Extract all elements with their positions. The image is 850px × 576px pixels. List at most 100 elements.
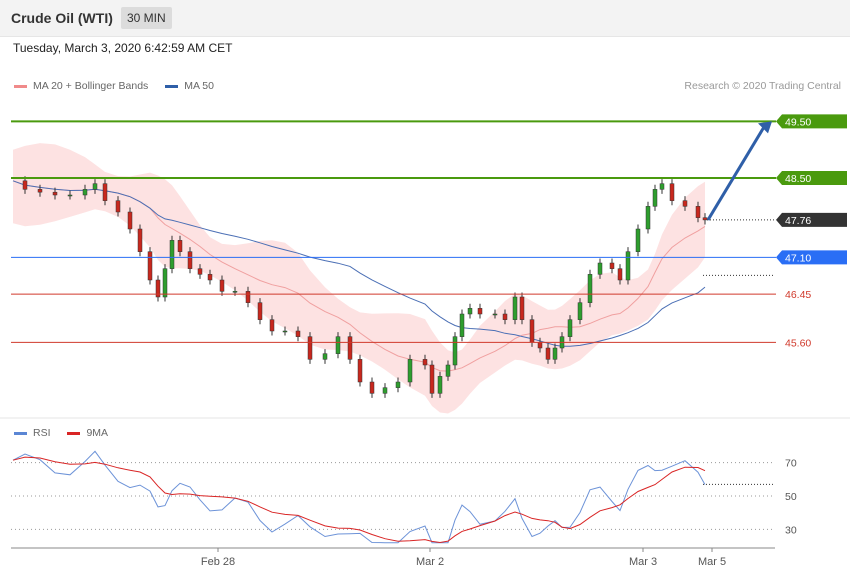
rsi-swatch — [14, 431, 27, 435]
candle — [155, 279, 161, 298]
candle — [207, 274, 213, 281]
ma50-line — [12, 180, 706, 347]
candle — [137, 228, 143, 252]
x-tick-label: Mar 3 — [629, 556, 657, 568]
timeframe-button[interactable]: 30 MIN — [121, 7, 172, 29]
rsi-tick-label: 50 — [785, 491, 797, 503]
candle — [545, 347, 551, 360]
candle — [147, 251, 153, 281]
price-level-tag — [776, 250, 847, 265]
price-legend: MA 20 + Bollinger Bands MA 50 — [14, 80, 228, 92]
x-tick-label: Mar 5 — [698, 556, 726, 568]
price-level-label: 46.45 — [785, 289, 811, 301]
candle — [395, 381, 401, 388]
rsi-ma-line — [12, 456, 706, 544]
candle — [52, 191, 58, 196]
candle — [282, 330, 288, 333]
candle — [197, 268, 203, 275]
candle — [519, 296, 525, 320]
candle — [22, 180, 28, 190]
candle — [115, 200, 121, 213]
rsi-legend-label: RSI — [33, 427, 51, 440]
rsi-line — [12, 450, 706, 544]
candle — [617, 268, 623, 281]
candle — [335, 336, 341, 354]
candle — [635, 228, 641, 252]
candle — [452, 336, 458, 366]
price-level-label: 47.10 — [785, 252, 811, 264]
candle — [512, 296, 518, 320]
candle — [322, 353, 328, 360]
candle — [669, 183, 675, 201]
candle — [347, 336, 353, 360]
price-level-tag — [776, 171, 847, 185]
candle — [625, 251, 631, 281]
rsi-legend: RSI 9MA — [14, 427, 122, 439]
candle — [529, 319, 535, 343]
candle — [407, 359, 413, 383]
candle — [92, 183, 98, 190]
candle — [169, 240, 175, 269]
candle — [552, 347, 558, 360]
candle — [232, 291, 238, 293]
rsi-ma-legend-label: 9MA — [86, 427, 109, 440]
price-level-label: 45.60 — [785, 337, 811, 349]
candle — [245, 291, 251, 303]
candle — [422, 359, 428, 366]
price-level-tag — [776, 114, 847, 129]
candle — [445, 364, 451, 377]
ma20-swatch — [14, 84, 27, 88]
candle — [187, 251, 193, 269]
candle — [537, 342, 543, 349]
candle — [682, 200, 688, 207]
ma50-swatch — [165, 84, 179, 88]
candle — [82, 189, 88, 196]
candle — [269, 319, 275, 332]
chart-date: Tuesday, March 3, 2020 6:42:59 AM CET — [13, 41, 233, 55]
chart-header: Crude Oil (WTI) 30 MIN — [0, 0, 850, 37]
candle — [177, 240, 183, 252]
candle — [437, 376, 443, 394]
credit-text: Research © 2020 Trading Central — [684, 80, 841, 92]
candle — [659, 183, 665, 190]
ma20-legend-label: MA 20 + Bollinger Bands — [33, 80, 149, 93]
candle — [577, 302, 583, 320]
candle — [467, 308, 473, 315]
x-tick-label: Feb 28 — [201, 556, 235, 568]
candle — [429, 364, 435, 394]
candle — [652, 189, 658, 207]
x-tick-label: Mar 2 — [416, 556, 444, 568]
candle — [162, 268, 168, 298]
candle — [609, 262, 615, 269]
candle — [102, 183, 108, 201]
rsi-tick-label: 30 — [785, 524, 797, 536]
candle — [67, 194, 73, 197]
candle — [459, 313, 465, 337]
candle — [645, 206, 651, 230]
candle — [702, 217, 708, 221]
candle — [382, 387, 388, 394]
rsi-tick-label: 70 — [785, 458, 797, 470]
instrument-title: Crude Oil (WTI) — [11, 10, 113, 26]
candle — [369, 381, 375, 394]
forecast-arrow — [706, 126, 766, 221]
candle — [357, 359, 363, 383]
candle — [257, 302, 263, 320]
price-level-label: 47.76 — [785, 215, 811, 227]
price-level-tag — [776, 212, 847, 227]
candle — [502, 313, 508, 320]
ma50-legend-label: MA 50 — [184, 80, 214, 93]
candle — [587, 274, 593, 303]
candle — [695, 206, 701, 218]
candle — [597, 262, 603, 275]
price-level-label: 48.50 — [785, 173, 811, 185]
candle — [295, 330, 301, 337]
candle — [37, 189, 43, 193]
candle — [307, 336, 313, 360]
price-level-label: 49.50 — [785, 116, 811, 128]
candle — [477, 308, 483, 315]
rsi-ma-swatch — [67, 431, 81, 435]
candle — [127, 211, 133, 230]
candle — [219, 279, 225, 292]
